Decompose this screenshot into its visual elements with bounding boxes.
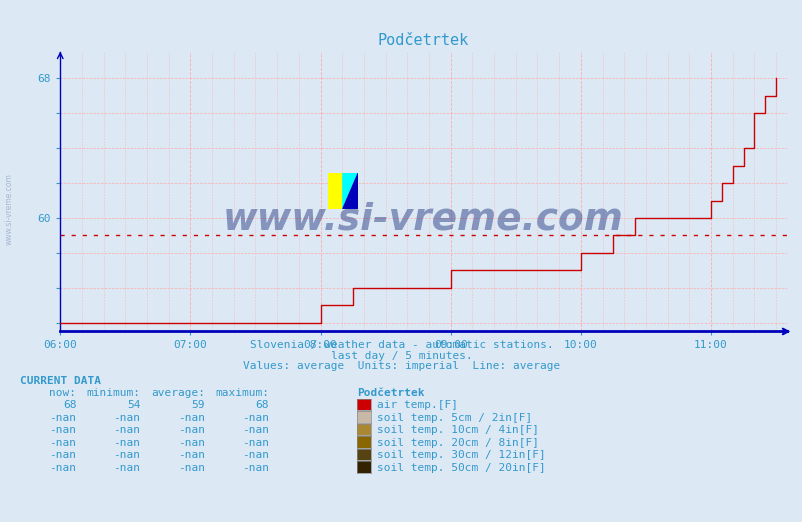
Text: -nan: -nan bbox=[113, 463, 140, 473]
Text: -nan: -nan bbox=[49, 438, 76, 448]
Text: www.si-vreme.com: www.si-vreme.com bbox=[223, 202, 623, 238]
Text: 68: 68 bbox=[63, 400, 76, 410]
Text: Values: average  Units: imperial  Line: average: Values: average Units: imperial Line: av… bbox=[242, 361, 560, 371]
Text: 68: 68 bbox=[255, 400, 269, 410]
Text: -nan: -nan bbox=[177, 425, 205, 435]
Text: air temp.[F]: air temp.[F] bbox=[376, 400, 457, 410]
Text: soil temp. 10cm / 4in[F]: soil temp. 10cm / 4in[F] bbox=[376, 425, 538, 435]
Title: Podčetrtek: Podčetrtek bbox=[378, 33, 468, 48]
Text: maximum:: maximum: bbox=[215, 388, 269, 398]
Text: CURRENT DATA: CURRENT DATA bbox=[20, 376, 101, 386]
Text: -nan: -nan bbox=[113, 438, 140, 448]
Text: www.si-vreme.com: www.si-vreme.com bbox=[5, 173, 14, 245]
Text: -nan: -nan bbox=[177, 438, 205, 448]
Text: -nan: -nan bbox=[241, 425, 269, 435]
Text: -nan: -nan bbox=[241, 450, 269, 460]
Text: soil temp. 5cm / 2in[F]: soil temp. 5cm / 2in[F] bbox=[376, 413, 531, 423]
Text: -nan: -nan bbox=[49, 450, 76, 460]
Polygon shape bbox=[342, 173, 358, 209]
Text: -nan: -nan bbox=[113, 425, 140, 435]
Text: -nan: -nan bbox=[241, 413, 269, 423]
Text: soil temp. 20cm / 8in[F]: soil temp. 20cm / 8in[F] bbox=[376, 438, 538, 448]
Text: -nan: -nan bbox=[241, 438, 269, 448]
Text: -nan: -nan bbox=[49, 425, 76, 435]
Text: 54: 54 bbox=[127, 400, 140, 410]
Text: soil temp. 30cm / 12in[F]: soil temp. 30cm / 12in[F] bbox=[376, 450, 545, 460]
Text: 59: 59 bbox=[191, 400, 205, 410]
Text: -nan: -nan bbox=[113, 450, 140, 460]
Text: soil temp. 50cm / 20in[F]: soil temp. 50cm / 20in[F] bbox=[376, 463, 545, 473]
Text: -nan: -nan bbox=[241, 463, 269, 473]
Text: average:: average: bbox=[151, 388, 205, 398]
Text: -nan: -nan bbox=[177, 413, 205, 423]
Text: Podčetrtek: Podčetrtek bbox=[357, 388, 424, 398]
Text: now:: now: bbox=[49, 388, 76, 398]
Text: -nan: -nan bbox=[113, 413, 140, 423]
Text: last day / 5 minutes.: last day / 5 minutes. bbox=[330, 351, 472, 361]
Text: -nan: -nan bbox=[49, 413, 76, 423]
Bar bbox=[327, 173, 342, 209]
Text: -nan: -nan bbox=[177, 450, 205, 460]
Text: -nan: -nan bbox=[177, 463, 205, 473]
Text: minimum:: minimum: bbox=[87, 388, 140, 398]
Polygon shape bbox=[342, 173, 358, 209]
Text: -nan: -nan bbox=[49, 463, 76, 473]
Text: Slovenia / weather data - automatic stations.: Slovenia / weather data - automatic stat… bbox=[249, 340, 553, 350]
